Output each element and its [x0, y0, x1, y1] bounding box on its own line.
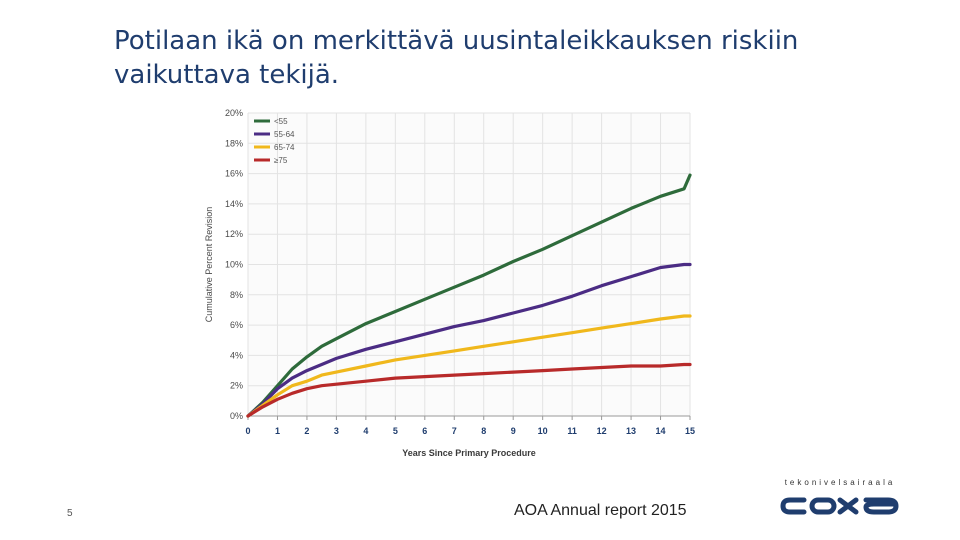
x-tick-label: 1 — [275, 426, 280, 436]
series-line-0 — [246, 173, 692, 418]
series-line-1 — [246, 262, 692, 418]
legend-label: <55 — [274, 117, 288, 126]
legend-label: 65-74 — [274, 143, 295, 152]
x-tick-label: 5 — [393, 426, 398, 436]
logo-tagline: tekonivelsairaala — [784, 478, 896, 487]
legend-label: ≥75 — [274, 156, 288, 165]
x-tick-label: 9 — [511, 426, 516, 436]
series-line-3 — [246, 362, 692, 418]
x-tick-label: 14 — [656, 426, 666, 436]
series-line-2 — [246, 314, 692, 418]
x-tick-label: 2 — [304, 426, 309, 436]
legend-label: 55-64 — [274, 130, 295, 139]
x-tick-label: 15 — [685, 426, 695, 436]
y-tick-label: 8% — [230, 290, 243, 300]
x-tick-label: 11 — [567, 426, 577, 436]
y-tick-label: 12% — [225, 229, 243, 239]
source-caption: AOA Annual report 2015 — [514, 502, 687, 519]
revision-chart: 0% 2% 4% 6% 8% 10% 12% 14% 16% 18% 20% 0 1 2 3 4 5 6 7 8 9 10… — [198, 100, 708, 470]
y-tick-label: 6% — [230, 320, 243, 330]
x-tick-label: 13 — [626, 426, 636, 436]
x-tick-label: 7 — [452, 426, 457, 436]
slide-title: Potilaan ikä on merkittävä uusintaleikka… — [114, 26, 799, 90]
x-tick-label: 8 — [481, 426, 486, 436]
x-tick-label: 3 — [334, 426, 339, 436]
x-tick-label: 4 — [363, 426, 368, 436]
y-tick-label: 10% — [225, 260, 243, 270]
x-tick-label: 0 — [245, 426, 250, 436]
x-tick-label: 10 — [538, 426, 548, 436]
page-number: 5 — [67, 508, 73, 519]
coxa-logo: tekonivelsairaala — [778, 478, 902, 518]
y-tick-label: 14% — [225, 199, 243, 209]
y-tick-label: 20% — [225, 108, 243, 118]
y-tick-label: 4% — [230, 350, 243, 360]
y-tick-label: 2% — [230, 381, 243, 391]
x-tick-label: 6 — [422, 426, 427, 436]
x-axis-label: Years Since Primary Procedure — [402, 448, 536, 458]
x-tick-label: 12 — [597, 426, 607, 436]
coxa-logo-mark-icon — [780, 497, 899, 515]
y-axis-label: Cumulative Percent Revision — [204, 207, 214, 323]
y-tick-label: 0% — [230, 411, 243, 421]
chart-svg: 0%2%4%6%8%10%12%14%16%18%20%0 1 2 3 4 5 6 7 8 9 10… — [204, 108, 695, 458]
y-tick-label: 18% — [225, 138, 243, 148]
y-tick-label: 16% — [225, 169, 243, 179]
